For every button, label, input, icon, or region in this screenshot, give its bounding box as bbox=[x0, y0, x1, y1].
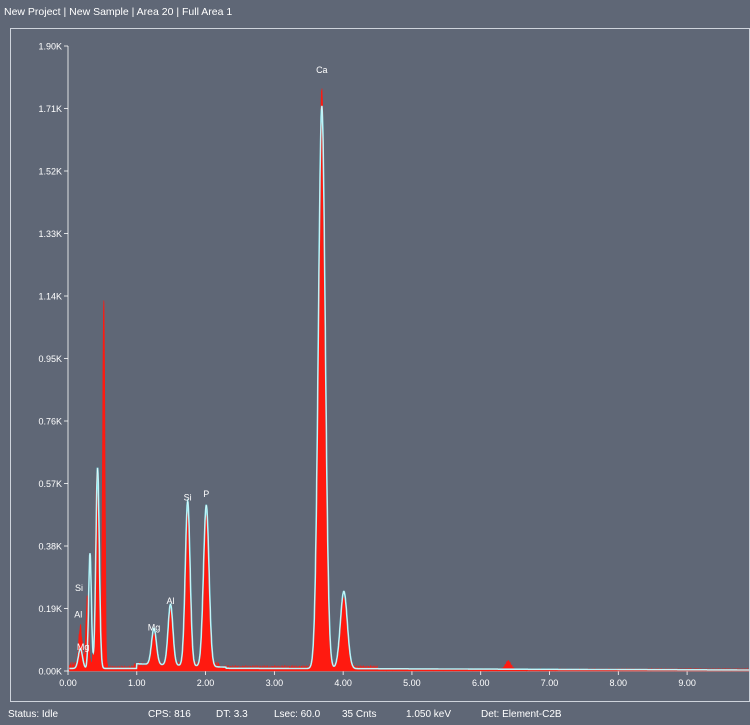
status-counts: 35 Cnts bbox=[342, 709, 377, 720]
x-tick-label: 4.00 bbox=[334, 678, 352, 688]
element-label-mg: Mg bbox=[148, 622, 161, 632]
status-live-seconds: Lsec: 60.0 bbox=[274, 709, 321, 720]
y-tick-label: 1.52K bbox=[38, 167, 62, 177]
x-tick-label: 7.00 bbox=[541, 678, 559, 688]
y-tick-label: 1.71K bbox=[38, 104, 62, 114]
spectrum-chart[interactable]: 0.00K 0.19K 0.38K 0.57K 0.76K 0.95K 1.14K 1.33K… bbox=[11, 29, 749, 701]
x-tick-label: 6.00 bbox=[472, 678, 490, 688]
element-label-p: P bbox=[203, 489, 209, 499]
x-tick-label: 9.00 bbox=[678, 678, 696, 688]
element-label-si: Si bbox=[184, 493, 192, 503]
status-dead-time: DT: 3.3 bbox=[216, 709, 248, 720]
fit-line-highlight bbox=[69, 106, 749, 671]
spectrum-plot-frame[interactable]: 0.00K 0.19K 0.38K 0.57K 0.76K 0.95K 1.14K 1.33K… bbox=[10, 28, 750, 702]
fit-line bbox=[69, 105, 749, 671]
status-cps: CPS: 816 bbox=[148, 709, 191, 720]
status-detector: Det: Element-C2B bbox=[481, 709, 562, 720]
y-tick-label: 0.00K bbox=[38, 667, 62, 677]
y-tick-label: 0.19K bbox=[38, 604, 62, 614]
element-label-si: Si bbox=[75, 583, 83, 593]
spectrum-area bbox=[69, 88, 749, 672]
element-label-al: Al bbox=[166, 596, 174, 606]
y-tick-label: 1.33K bbox=[38, 229, 62, 239]
y-tick-label: 0.76K bbox=[38, 417, 62, 427]
element-label-ca: Ca bbox=[316, 65, 328, 75]
x-tick-label: 0.00 bbox=[59, 678, 77, 688]
y-tick-label: 0.38K bbox=[38, 542, 62, 552]
y-tick-label: 0.95K bbox=[38, 354, 62, 364]
status-bar: Status: Idle CPS: 816 DT: 3.3 Lsec: 60.0… bbox=[0, 704, 750, 725]
x-tick-label: 1.00 bbox=[128, 678, 146, 688]
status-state: Status: Idle bbox=[8, 709, 59, 720]
x-tick-label: 3.00 bbox=[266, 678, 284, 688]
y-tick-label: 1.90K bbox=[38, 42, 62, 52]
y-tick-label: 0.57K bbox=[38, 479, 62, 489]
window-title: New Project | New Sample | Area 20 | Ful… bbox=[4, 6, 233, 18]
y-tick-label: 1.14K bbox=[38, 292, 62, 302]
status-energy: 1.050 keV bbox=[406, 709, 452, 720]
element-label-mg: Mg bbox=[77, 642, 90, 652]
x-tick-label: 5.00 bbox=[403, 678, 421, 688]
element-label-al: Al bbox=[74, 609, 82, 619]
x-tick-label: 2.00 bbox=[197, 678, 215, 688]
x-tick-label: 8.00 bbox=[610, 678, 628, 688]
